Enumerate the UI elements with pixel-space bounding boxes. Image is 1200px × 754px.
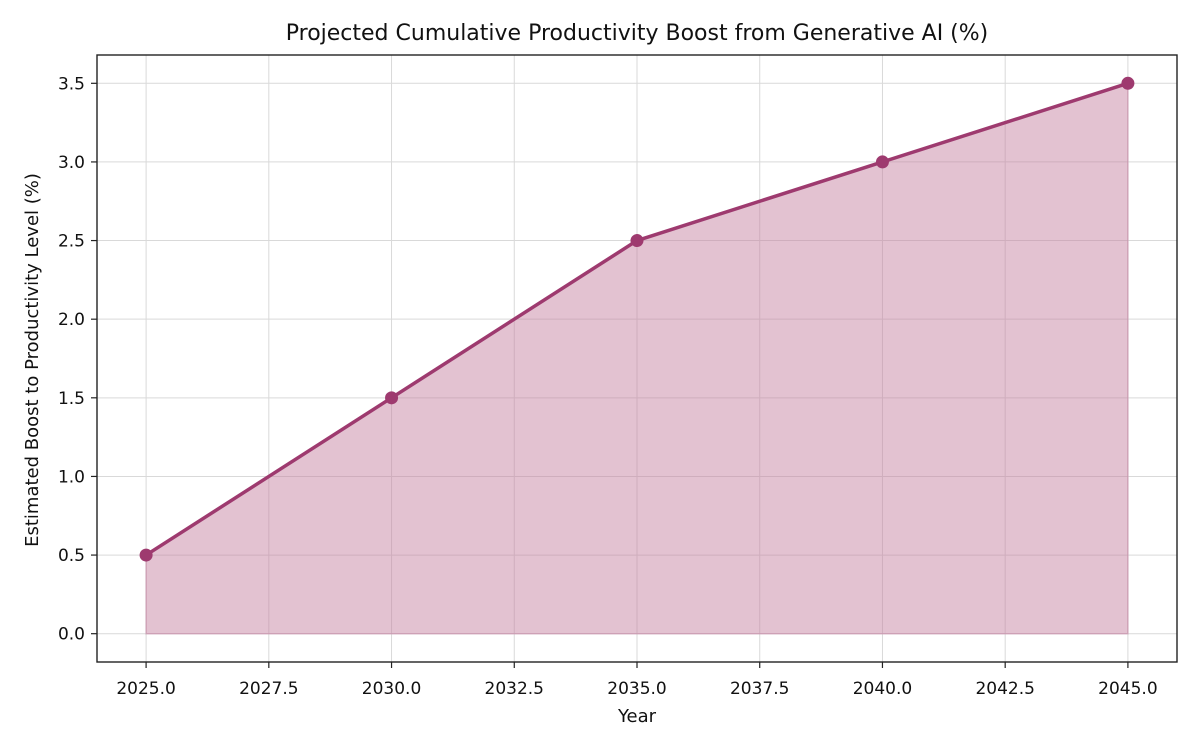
- data-point-2025: [139, 548, 153, 562]
- x-tick-label: 2037.5: [730, 679, 789, 699]
- y-tick-label: 0.5: [58, 546, 85, 566]
- y-tick-label: 1.5: [58, 389, 85, 409]
- x-tick-label: 2042.5: [975, 679, 1034, 699]
- x-tick-label: 2045.0: [1098, 679, 1157, 699]
- x-axis-ticks: 2025.0 2027.5 2030.0 2032.5 2035.0 2037.5 2040…: [116, 662, 1158, 699]
- x-tick-label: 2030.0: [362, 679, 421, 699]
- x-tick-label: 2035.0: [607, 679, 666, 699]
- grid-lines: [97, 55, 1177, 662]
- data-point-2040: [875, 155, 889, 169]
- y-tick-label: 1.0: [58, 467, 85, 487]
- data-point-2045: [1121, 76, 1135, 90]
- y-tick-label: 3.0: [58, 153, 85, 173]
- data-point-2035: [630, 234, 644, 248]
- x-tick-label: 2025.0: [116, 679, 175, 699]
- y-axis-label: Estimated Boost to Productivity Level (%…: [22, 173, 43, 547]
- data-points: [139, 76, 1135, 562]
- chart-title: Projected Cumulative Productivity Boost …: [286, 21, 989, 46]
- y-tick-label: 3.5: [58, 74, 85, 94]
- x-tick-label: 2027.5: [239, 679, 298, 699]
- y-tick-label: 2.0: [58, 310, 85, 330]
- y-tick-label: 2.5: [58, 232, 85, 252]
- x-tick-label: 2040.0: [853, 679, 912, 699]
- y-tick-label: 0.0: [58, 625, 85, 645]
- y-axis-ticks: 0.0 0.5 1.0 1.5 2.0 2.5 3.0 3.5: [58, 74, 97, 645]
- x-axis-label: Year: [617, 706, 657, 727]
- data-point-2030: [385, 391, 399, 405]
- x-tick-label: 2032.5: [485, 679, 544, 699]
